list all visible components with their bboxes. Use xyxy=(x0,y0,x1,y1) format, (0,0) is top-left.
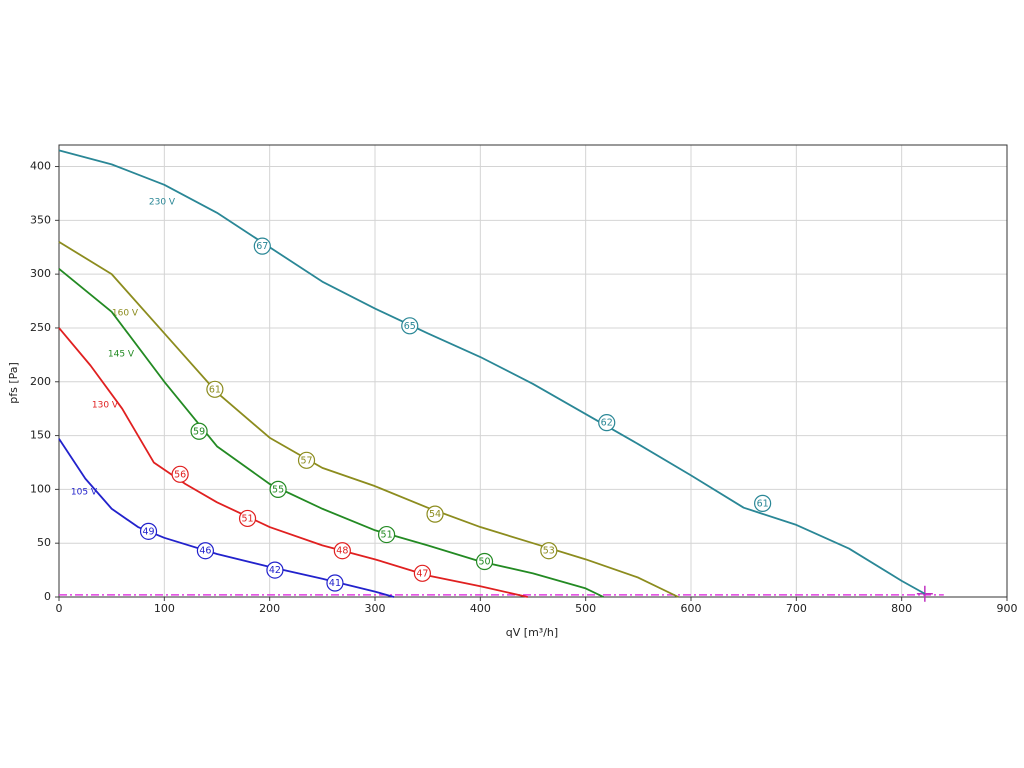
curve-marker xyxy=(377,525,396,544)
series-label: 130 V xyxy=(92,401,119,411)
curve-marker xyxy=(426,505,444,523)
y-tick-label: 0 xyxy=(44,590,51,603)
marker-label: 59 xyxy=(193,426,205,437)
marker-label: 42 xyxy=(269,565,281,576)
curve xyxy=(58,268,604,598)
marker-label: 51 xyxy=(381,530,393,541)
curve-marker xyxy=(171,465,189,483)
curve-marker xyxy=(196,542,215,560)
x-tick-label: 500 xyxy=(575,602,596,615)
y-tick-label: 350 xyxy=(30,213,51,226)
x-tick-label: 700 xyxy=(786,602,807,615)
series-label: 160 V xyxy=(112,309,139,319)
x-tick-label: 400 xyxy=(470,602,491,615)
marker-label: 46 xyxy=(199,546,211,557)
marker-label: 49 xyxy=(142,526,154,537)
marker-label: 62 xyxy=(601,418,613,429)
y-tick-label: 150 xyxy=(30,429,51,442)
x-tick-label: 200 xyxy=(259,602,280,615)
marker-label: 48 xyxy=(336,546,348,557)
x-tick-label: 0 xyxy=(56,602,63,615)
x-tick-label: 800 xyxy=(891,602,912,615)
marker-label: 56 xyxy=(174,469,186,480)
marker-label: 54 xyxy=(429,509,441,520)
x-tick-label: 300 xyxy=(365,602,386,615)
curve xyxy=(58,241,679,598)
curve-marker xyxy=(139,522,158,540)
curve-marker xyxy=(598,414,616,432)
marker-label: 61 xyxy=(209,384,221,395)
series-label: 105 V xyxy=(71,488,98,498)
marker-label: 51 xyxy=(241,513,253,524)
marker-label: 67 xyxy=(256,241,268,252)
x-tick-label: 100 xyxy=(154,602,175,615)
marker-label: 57 xyxy=(300,455,312,466)
curve-marker xyxy=(206,380,224,398)
curve-marker xyxy=(475,552,494,571)
curve-marker xyxy=(413,564,431,582)
curve-marker xyxy=(266,561,284,579)
marker-label: 55 xyxy=(272,484,284,495)
x-tick-label: 600 xyxy=(681,602,702,615)
marker-label: 50 xyxy=(478,556,490,567)
y-tick-label: 250 xyxy=(30,321,51,334)
marker-label: 47 xyxy=(416,568,428,579)
curve-marker xyxy=(333,542,351,560)
curve-marker xyxy=(253,237,271,255)
y-tick-label: 300 xyxy=(30,267,51,280)
curve-marker xyxy=(754,494,772,512)
y-tick-label: 400 xyxy=(30,160,51,173)
series-label: 145 V xyxy=(108,350,135,360)
curve-marker xyxy=(190,422,208,440)
marker-label: 61 xyxy=(757,498,769,509)
y-tick-label: 200 xyxy=(30,375,51,388)
curve-marker xyxy=(326,574,344,592)
plot-frame xyxy=(58,144,1008,598)
x-axis-title: qV [m³/h] xyxy=(506,626,558,639)
marker-label: 41 xyxy=(329,578,341,589)
curve xyxy=(58,149,926,595)
curve-marker xyxy=(401,317,419,335)
curve-marker xyxy=(297,451,316,469)
curve xyxy=(58,438,395,598)
curve-marker xyxy=(540,542,558,560)
marker-label: 53 xyxy=(543,546,555,557)
curve-marker xyxy=(269,480,287,498)
y-tick-label: 50 xyxy=(37,536,51,549)
y-axis-title: pfs [Pa] xyxy=(7,362,20,404)
x-tick-label: 900 xyxy=(997,602,1018,615)
marker-label: 65 xyxy=(404,321,416,332)
curve-marker xyxy=(238,509,257,528)
y-tick-label: 100 xyxy=(30,482,51,495)
series-label: 230 V xyxy=(149,198,176,208)
